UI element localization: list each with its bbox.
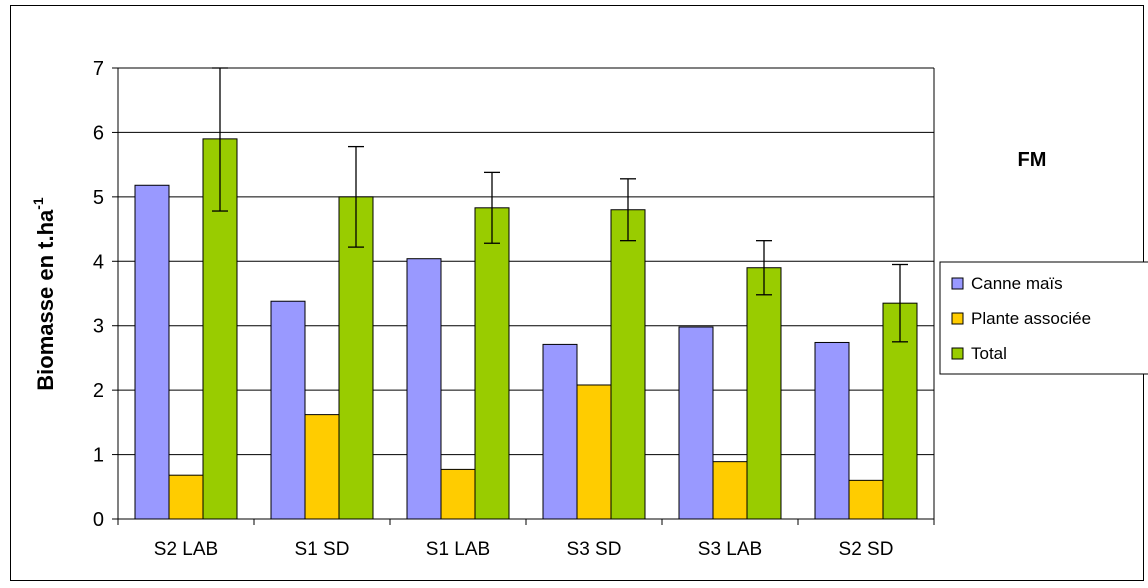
bar-4-1	[712, 461, 748, 520]
bar-5-0	[814, 341, 850, 520]
y-tick-labels: 0 1 2 3 4 5 6 7	[93, 58, 104, 531]
bar-5-2	[882, 302, 918, 520]
legend-label-1: Plante associée	[971, 309, 1091, 328]
legend-swatch-1	[951, 312, 964, 325]
x-tick-label-0: S2 LAB	[154, 539, 218, 560]
y-tick-label-7: 7	[93, 58, 104, 80]
bar-4-2	[746, 267, 782, 520]
y-tick-label-6: 6	[93, 122, 104, 144]
bar-2-2	[474, 207, 510, 520]
legend-label-2: Total	[971, 344, 1007, 363]
bar-2-1	[440, 468, 476, 520]
bar-3-2	[610, 209, 646, 520]
y-tick-label-2: 2	[93, 380, 104, 402]
legend-swatch-0	[951, 277, 964, 290]
x-tick-label-3: S3 SD	[567, 539, 622, 560]
y-axis-label-superscript: -1	[30, 197, 46, 210]
gridlines	[118, 67, 935, 519]
y-axis-label-main: Biomasse en t.ha	[33, 209, 58, 391]
bar-1-1	[304, 414, 340, 520]
x-tick-label-2: S1 LAB	[426, 539, 490, 560]
y-tick-label-5: 5	[93, 187, 104, 209]
legend-label-0: Canne maïs	[971, 274, 1063, 293]
bar-1-2	[338, 196, 374, 520]
error-bars-group	[212, 67, 908, 343]
bars-group	[134, 138, 918, 520]
x-tick-label-1: S1 SD	[295, 539, 350, 560]
x-tick-label-5: S2 SD	[839, 539, 894, 560]
bar-2-0	[406, 258, 442, 520]
bar-1-0	[270, 300, 306, 520]
bar-5-1	[848, 479, 884, 520]
y-axis-label: Biomasse en t.ha-1	[30, 197, 58, 391]
axes-group	[112, 67, 935, 525]
x-tick-label-4: S3 LAB	[698, 539, 762, 560]
y-tick-label-0: 0	[93, 509, 104, 531]
y-tick-label-3: 3	[93, 316, 104, 338]
x-tick-labels: S2 LAB S1 SD S1 LAB S3 SD S3 LAB S2 SD	[154, 539, 894, 560]
bar-3-1	[576, 384, 612, 520]
chart-title: FM	[1018, 149, 1047, 171]
bar-4-0	[678, 326, 714, 520]
bar-0-1	[168, 474, 204, 520]
y-tick-label-4: 4	[93, 251, 104, 273]
bar-3-0	[542, 343, 578, 520]
legend-box	[939, 261, 1148, 375]
legend-swatch-2	[951, 347, 964, 360]
y-tick-label-1: 1	[93, 445, 104, 467]
bar-0-0	[134, 184, 170, 520]
legend: Canne maïs Plante associée Total	[939, 261, 1148, 375]
